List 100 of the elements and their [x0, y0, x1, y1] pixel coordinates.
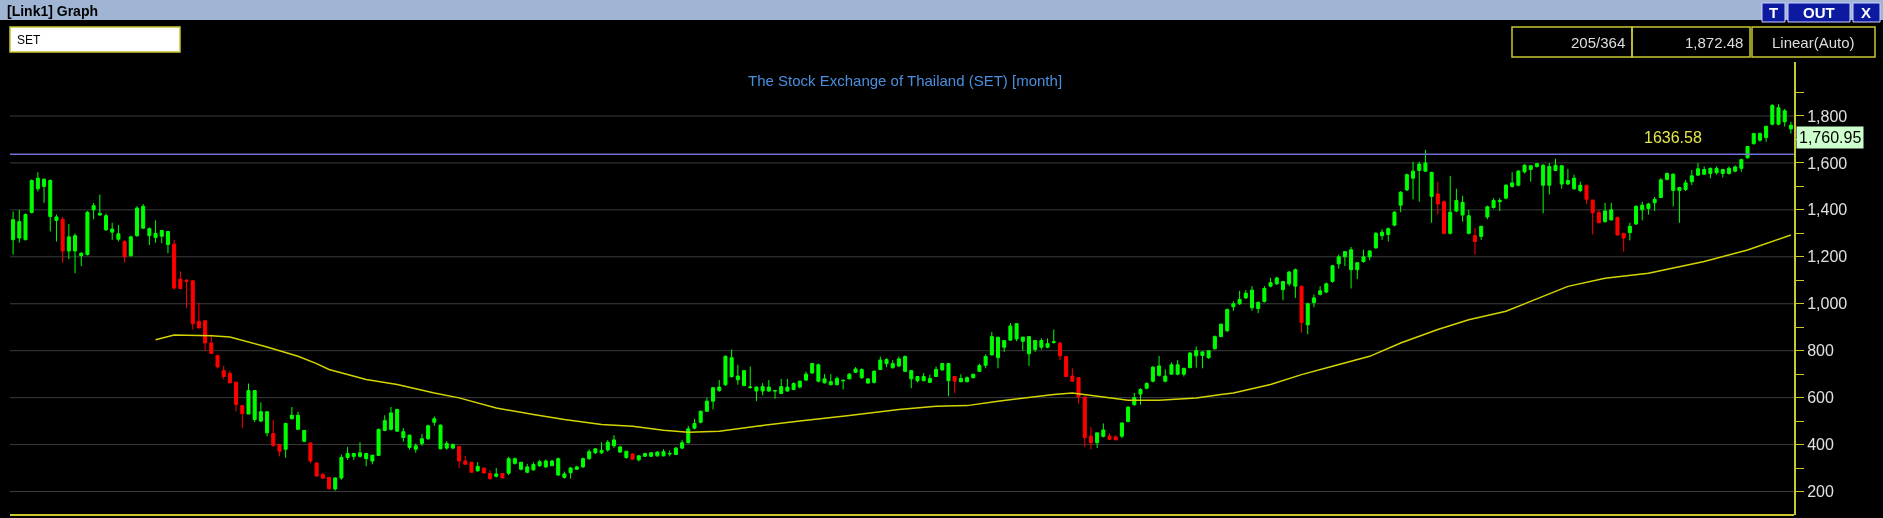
candlestick: [1392, 210, 1397, 227]
text: 1,760.95: [1799, 129, 1862, 146]
candlestick: [172, 239, 177, 291]
candlestick: [946, 362, 951, 397]
candlestick: [859, 367, 864, 380]
candlestick: [1652, 196, 1657, 212]
candlestick: [1249, 285, 1254, 312]
candlestick: [302, 429, 307, 443]
candlestick: [965, 376, 970, 383]
candlestick: [1466, 209, 1471, 236]
candlestick: [296, 411, 301, 430]
candlestick: [655, 450, 660, 458]
y-tick-label: 200: [1807, 483, 1834, 501]
candlestick: [1770, 103, 1775, 126]
candlestick: [438, 424, 443, 450]
candlestick: [1782, 108, 1787, 128]
candlestick: [122, 239, 127, 264]
y-tick-label: 400: [1807, 436, 1834, 454]
candlestick: [1528, 164, 1533, 183]
candlestick: [1225, 307, 1230, 333]
candlestick: [463, 455, 468, 466]
candlestick: [878, 356, 883, 371]
candlestick: [673, 446, 678, 456]
candlestick: [927, 374, 932, 384]
candlestick: [1262, 285, 1267, 304]
candlestick: [252, 389, 257, 423]
candlestick: [104, 212, 109, 232]
candlestick: [48, 178, 53, 232]
candlestick: [165, 230, 170, 254]
candlestick: [1293, 268, 1298, 299]
candlestick: [519, 461, 524, 471]
candlestick: [258, 401, 263, 423]
candlestick: [803, 371, 808, 382]
text: [Link1] Graph: [7, 3, 99, 19]
candlestick: [1274, 276, 1279, 286]
candlestick: [1776, 103, 1781, 126]
candlestick: [1689, 169, 1694, 186]
candlestick: [1578, 181, 1583, 193]
candlestick: [556, 456, 561, 477]
candlestick: [525, 463, 530, 474]
y-tick-label: 1,200: [1807, 248, 1848, 266]
candlestick: [450, 442, 455, 450]
candlestick: [426, 424, 431, 441]
candlestick: [649, 451, 654, 458]
candlestick: [828, 373, 833, 386]
candlestick: [834, 376, 839, 386]
candlestick: [110, 222, 115, 241]
candlestick: [85, 210, 90, 257]
candlestick: [1534, 162, 1539, 169]
candlestick: [271, 419, 276, 448]
candlestick: [766, 379, 771, 393]
candlestick: [1423, 149, 1428, 173]
candlestick: [432, 415, 437, 427]
candlestick: [580, 456, 585, 469]
candlestick: [735, 364, 740, 386]
candlestick: [853, 366, 858, 374]
candlestick: [395, 408, 400, 433]
candlestick: [711, 386, 716, 410]
candlestick: [73, 232, 78, 274]
candlestick: [1336, 253, 1341, 270]
candlestick: [605, 439, 610, 453]
candlestick: [1640, 201, 1645, 221]
candlestick: [277, 444, 282, 457]
candlestick: [642, 452, 647, 458]
candlestick: [797, 380, 802, 389]
candlestick: [909, 369, 914, 389]
candlestick: [1355, 262, 1360, 280]
candlestick: [1733, 164, 1738, 173]
candlestick: [1212, 334, 1217, 351]
candlestick: [1720, 168, 1725, 178]
candlestick: [624, 450, 629, 460]
candlestick: [289, 406, 294, 420]
candlestick: [773, 389, 778, 400]
candlestick: [1745, 145, 1750, 160]
candlestick: [1157, 355, 1162, 378]
candlestick: [265, 411, 270, 437]
candlestick: [742, 369, 747, 387]
candlestick: [996, 336, 1001, 369]
ref-line-label: 1636.58: [1644, 129, 1702, 146]
candlestick: [1150, 365, 1155, 383]
candlestick: [1287, 270, 1292, 287]
candlestick: [748, 365, 753, 390]
candlestick: [196, 302, 201, 329]
candlestick: [1138, 387, 1143, 406]
text: 1,872.48: [1685, 34, 1744, 51]
candlestick: [209, 333, 214, 355]
candlestick: [1411, 161, 1416, 200]
candlestick: [481, 467, 486, 474]
candlestick: [60, 216, 65, 264]
candlestick: [636, 454, 641, 462]
candlestick: [494, 467, 499, 477]
candlestick: [1739, 158, 1744, 173]
candlestick: [934, 365, 939, 378]
candlestick: [1002, 340, 1007, 353]
candlestick: [221, 365, 226, 380]
text: T: [1769, 4, 1779, 21]
candlestick: [1590, 199, 1595, 236]
candlestick: [97, 194, 102, 217]
candlestick: [568, 466, 573, 480]
candlestick: [698, 410, 703, 424]
